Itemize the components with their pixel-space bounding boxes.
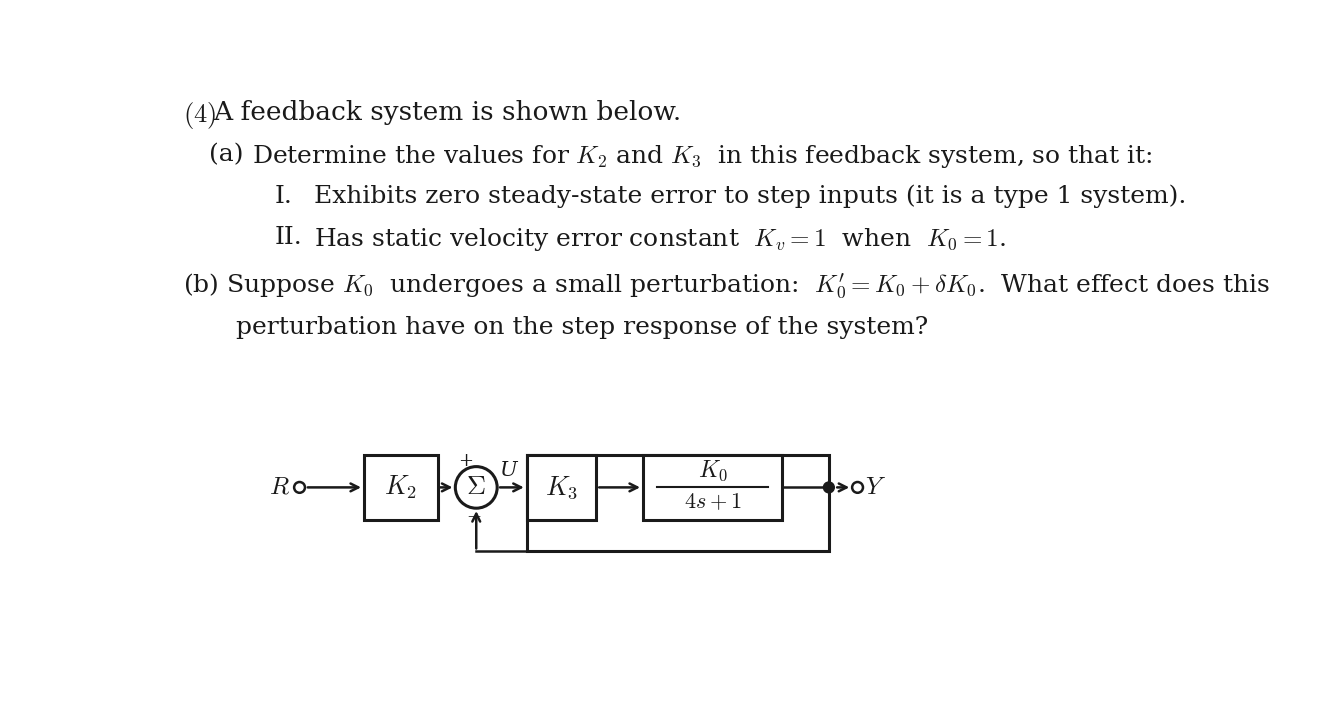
Text: Determine the values for $K_2$ and $K_3$  in this feedback system, so that it:: Determine the values for $K_2$ and $K_3$… (251, 144, 1152, 170)
Bar (527, 455, 829, 551)
Text: (a): (a) (209, 144, 243, 166)
Text: $Y$: $Y$ (866, 476, 886, 499)
Text: U: U (499, 460, 517, 480)
Text: $4s+1$: $4s+1$ (684, 492, 742, 513)
Text: $K_2$: $K_2$ (384, 473, 418, 501)
Text: Exhibits zero steady-state error to step inputs (it is a type 1 system).: Exhibits zero steady-state error to step… (314, 185, 1186, 208)
Circle shape (823, 482, 834, 493)
Text: $-$: $-$ (467, 505, 481, 523)
Text: $\Sigma$: $\Sigma$ (467, 474, 485, 499)
Text: A feedback system is shown below.: A feedback system is shown below. (213, 100, 681, 125)
Text: I.: I. (275, 185, 293, 208)
Text: +: + (459, 452, 473, 470)
Text: II.: II. (275, 226, 302, 249)
Bar (527, 455, 596, 520)
Text: Has static velocity error constant  $K_v = 1$  when  $K_0 = 1$.: Has static velocity error constant $K_v … (314, 226, 1005, 253)
Text: $R$: $R$ (270, 475, 290, 498)
Bar (364, 455, 438, 520)
Text: perturbation have on the step response of the system?: perturbation have on the step response o… (235, 315, 928, 339)
Bar (642, 455, 782, 520)
Text: $K_3$: $K_3$ (545, 474, 579, 501)
Text: $K_0$: $K_0$ (698, 458, 728, 483)
Text: (b) Suppose $K_0$  undergoes a small perturbation:  $K_0' = K_0 + \delta K_0$.  : (b) Suppose $K_0$ undergoes a small pert… (184, 272, 1270, 302)
Text: $\mathbf{(4)}$: $\mathbf{(4)}$ (184, 100, 217, 131)
